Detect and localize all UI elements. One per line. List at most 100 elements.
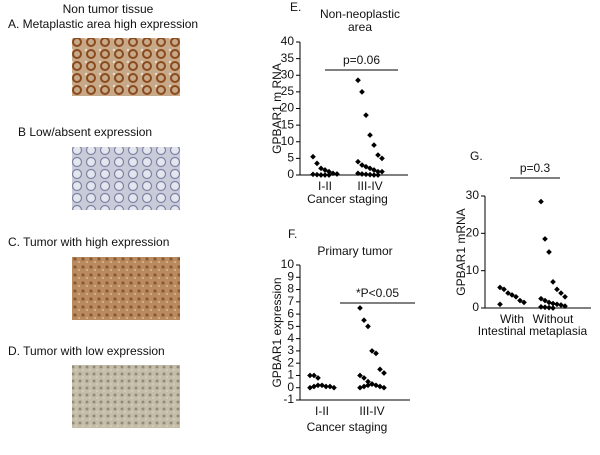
data-point (550, 279, 556, 285)
data-point (365, 378, 371, 385)
y-tick-label: 6 (287, 306, 294, 320)
data-point (363, 171, 369, 178)
data-point (558, 302, 564, 308)
data-point (314, 160, 320, 167)
data-point (375, 152, 381, 158)
y-tick-label: 4 (287, 331, 294, 345)
panel-letter: F. (288, 227, 297, 241)
image-label: C. Tumor with high expression (8, 235, 169, 249)
data-point (542, 304, 548, 311)
annotation: *P<0.05 (356, 286, 399, 300)
x-tick-label: Without (533, 312, 574, 326)
chart-title: Non-neoplastic (320, 7, 400, 21)
data-point (538, 295, 544, 302)
chart-title: Primary tumor (317, 244, 392, 258)
data-point (357, 372, 363, 379)
y-tick-label: 30 (281, 67, 295, 81)
data-point (550, 300, 556, 307)
x-tick-label: With (500, 312, 524, 326)
data-point (331, 384, 337, 391)
y-tick-label: 10 (281, 134, 295, 148)
y-tick-label: 0 (287, 167, 294, 181)
micrograph (72, 257, 180, 320)
data-point (375, 168, 381, 175)
data-point (550, 305, 556, 311)
data-point (359, 89, 365, 95)
image-label: B Low/absent expression (18, 125, 152, 139)
data-point (363, 163, 369, 170)
y-tick-label: 35 (281, 51, 295, 65)
data-point (381, 370, 387, 376)
y-tick-label: 15 (281, 117, 295, 131)
data-point (546, 304, 552, 311)
y-axis-label: GPBAR1 mRNA (454, 208, 468, 295)
data-point (361, 375, 367, 381)
data-point (310, 153, 316, 160)
data-point (369, 348, 375, 354)
annotation: p=0.3 (520, 161, 551, 175)
data-point (375, 172, 381, 178)
data-point (314, 171, 320, 178)
data-point (355, 77, 361, 84)
data-point (326, 168, 332, 175)
image-label: D. Tumor with low expression (8, 344, 165, 358)
data-point (371, 142, 377, 148)
data-point (359, 162, 365, 168)
y-tick-label: 20 (466, 226, 480, 240)
panel-letter: E. (290, 0, 301, 14)
data-point (497, 284, 503, 291)
data-point (326, 172, 332, 178)
data-point (334, 171, 340, 177)
data-point (379, 168, 385, 175)
data-point (554, 301, 560, 308)
data-point (311, 372, 317, 379)
data-point (521, 299, 527, 306)
x-tick-label: III-IV (357, 179, 382, 193)
data-point (505, 290, 511, 296)
data-point (359, 171, 365, 177)
x-axis-label: Cancer staging (307, 192, 388, 206)
data-point (517, 297, 523, 304)
x-axis-label: Cancer staging (307, 420, 388, 434)
y-tick-label: 0 (287, 380, 294, 394)
data-point (318, 172, 324, 178)
data-point (501, 286, 507, 293)
data-point (355, 158, 361, 165)
y-tick-label: 8 (287, 282, 294, 296)
data-point (554, 286, 560, 293)
y-tick-label: 25 (281, 84, 295, 98)
y-tick-label: 20 (281, 101, 295, 115)
y-tick-label: 2 (287, 355, 294, 369)
data-point (377, 366, 383, 373)
y-tick-label: 7 (287, 294, 294, 308)
data-point (371, 172, 377, 178)
data-point (323, 383, 329, 390)
data-point (315, 375, 321, 381)
x-tick-label: I-II (315, 404, 329, 418)
chart-title: area (348, 20, 372, 34)
data-point (562, 293, 568, 300)
data-point (322, 167, 328, 173)
y-tick-label: 3 (287, 343, 294, 357)
data-point (546, 249, 552, 255)
data-point (546, 299, 552, 306)
y-tick-label: 10 (281, 257, 295, 271)
data-point (381, 384, 387, 391)
x-tick-label: I-II (318, 179, 332, 193)
y-tick-label: 10 (466, 263, 480, 277)
data-point (373, 350, 379, 357)
data-point (542, 236, 548, 242)
data-point (513, 293, 519, 300)
data-point (322, 172, 328, 178)
y-tick-label: 5 (287, 319, 294, 333)
data-point (497, 301, 503, 308)
y-tick-label: 1 (287, 368, 294, 382)
y-tick-label: 0 (472, 300, 479, 314)
data-point (558, 290, 564, 296)
panel-letter: G. (470, 149, 483, 163)
y-axis-label: GPBAR1 m RNA (270, 63, 284, 154)
data-point (371, 167, 377, 173)
data-point (355, 170, 361, 177)
data-point (307, 372, 313, 379)
data-point (379, 155, 385, 162)
